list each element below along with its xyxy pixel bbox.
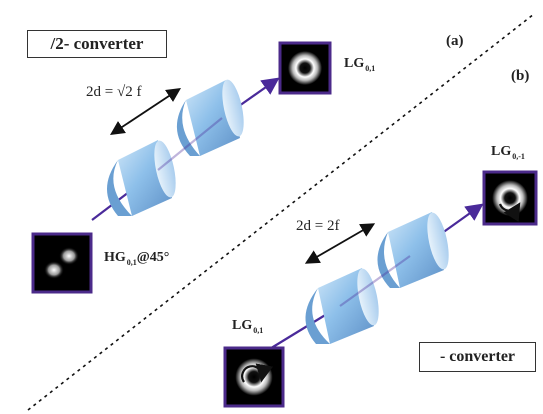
divider-line xyxy=(27,13,535,411)
hg-input-label: HG0,1@45° xyxy=(104,250,170,267)
lens-b2 xyxy=(377,212,449,288)
distance-arrow-b xyxy=(304,223,376,264)
top-converter-label: /2- converter xyxy=(27,30,167,58)
lens-a2 xyxy=(176,79,244,156)
distance-label-b: 2d = 2f xyxy=(296,218,340,234)
rotation-arrow-icon xyxy=(241,363,273,383)
lg-input-frame-b xyxy=(223,346,285,408)
hg-input-frame xyxy=(31,232,93,294)
distance-arrow-a xyxy=(109,88,182,135)
rotation-arrow-icon xyxy=(498,202,521,222)
lg-output-frame-b xyxy=(482,170,538,226)
bottom-converter-label: - converter xyxy=(419,342,536,372)
panel-label-b: (b) xyxy=(511,68,530,84)
lg-input-label-b: LG0,1 xyxy=(232,318,264,335)
lg-output-frame-a xyxy=(278,41,332,95)
lens-a1 xyxy=(107,140,176,216)
lg-output-label-a: LG0,1 xyxy=(344,56,376,73)
lens-b1 xyxy=(305,268,379,344)
distance-label-a: 2d = √2 f xyxy=(86,84,142,100)
lg-output-label-b: LG0,-1 xyxy=(491,144,525,161)
panel-label-a: (a) xyxy=(446,33,464,49)
